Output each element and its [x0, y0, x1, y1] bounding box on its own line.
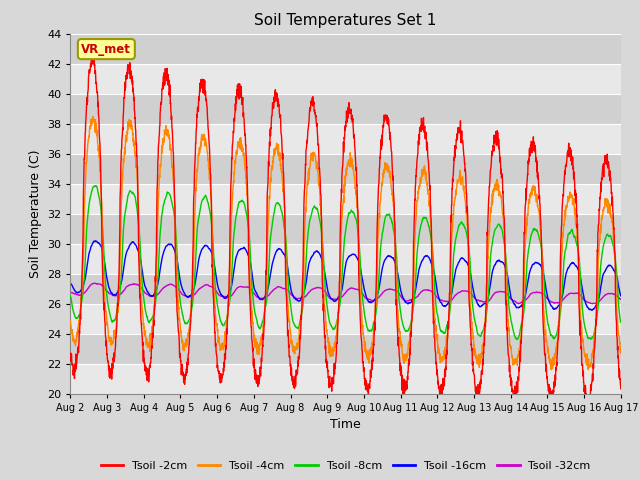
Bar — [70, 183, 621, 214]
Bar — [70, 303, 621, 334]
X-axis label: Time: Time — [330, 418, 361, 431]
Bar — [70, 214, 621, 243]
Legend: Tsoil -2cm, Tsoil -4cm, Tsoil -8cm, Tsoil -16cm, Tsoil -32cm: Tsoil -2cm, Tsoil -4cm, Tsoil -8cm, Tsoi… — [96, 457, 595, 476]
Bar — [70, 243, 621, 274]
Bar — [70, 334, 621, 364]
Title: Soil Temperatures Set 1: Soil Temperatures Set 1 — [255, 13, 436, 28]
Text: VR_met: VR_met — [81, 43, 131, 56]
Y-axis label: Soil Temperature (C): Soil Temperature (C) — [29, 149, 42, 278]
Bar — [70, 94, 621, 123]
Bar — [70, 154, 621, 183]
Bar — [70, 123, 621, 154]
Bar — [70, 63, 621, 94]
Bar — [70, 34, 621, 63]
Bar — [70, 274, 621, 303]
Bar — [70, 364, 621, 394]
